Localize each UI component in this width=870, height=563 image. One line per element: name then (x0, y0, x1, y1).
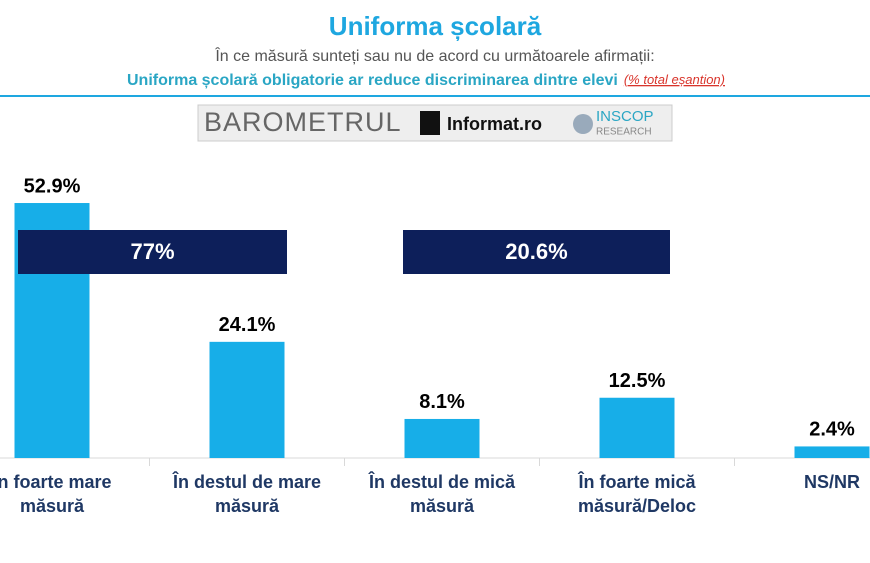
subtitle: În ce măsură sunteți sau nu de acord cu … (214, 46, 654, 65)
value-label: 12.5% (609, 370, 666, 392)
bar (794, 446, 870, 458)
value-label: 8.1% (419, 391, 465, 413)
summary-box (18, 230, 287, 274)
note: (% total eșantion) (624, 72, 725, 87)
summary-label: 20.6% (505, 239, 567, 264)
x-tick-label: NS/NR (803, 472, 860, 492)
value-label: 52.9% (24, 175, 81, 197)
x-tick-label: În destul de mare măsură (172, 472, 322, 516)
logo-partner: Informat.ro (447, 114, 542, 134)
bar (209, 341, 285, 458)
question-line: Uniforma școlară obligatorie ar reduce d… (127, 72, 725, 89)
x-tick-label: În foarte mare măsură (0, 472, 112, 516)
x-tick-label: În destul de mică măsură (368, 472, 516, 516)
summary-box (403, 230, 670, 274)
logo-brand: BAROMETRUL (204, 107, 402, 137)
value-label: 24.1% (219, 314, 276, 336)
logo-research-sub: RESEARCH (596, 127, 652, 138)
x-tick-label: În foarte mică măsură/Deloc (577, 472, 697, 516)
logo-research: INSCOP (596, 108, 654, 125)
bar (599, 397, 675, 458)
logo-mark (573, 114, 593, 134)
question: Uniforma școlară obligatorie ar reduce d… (127, 72, 618, 89)
bar (404, 418, 480, 458)
logo-icon (420, 111, 440, 135)
summary-label: 77% (130, 239, 174, 264)
value-label: 2.4% (809, 419, 855, 441)
title: Uniforma școlară (329, 11, 542, 41)
